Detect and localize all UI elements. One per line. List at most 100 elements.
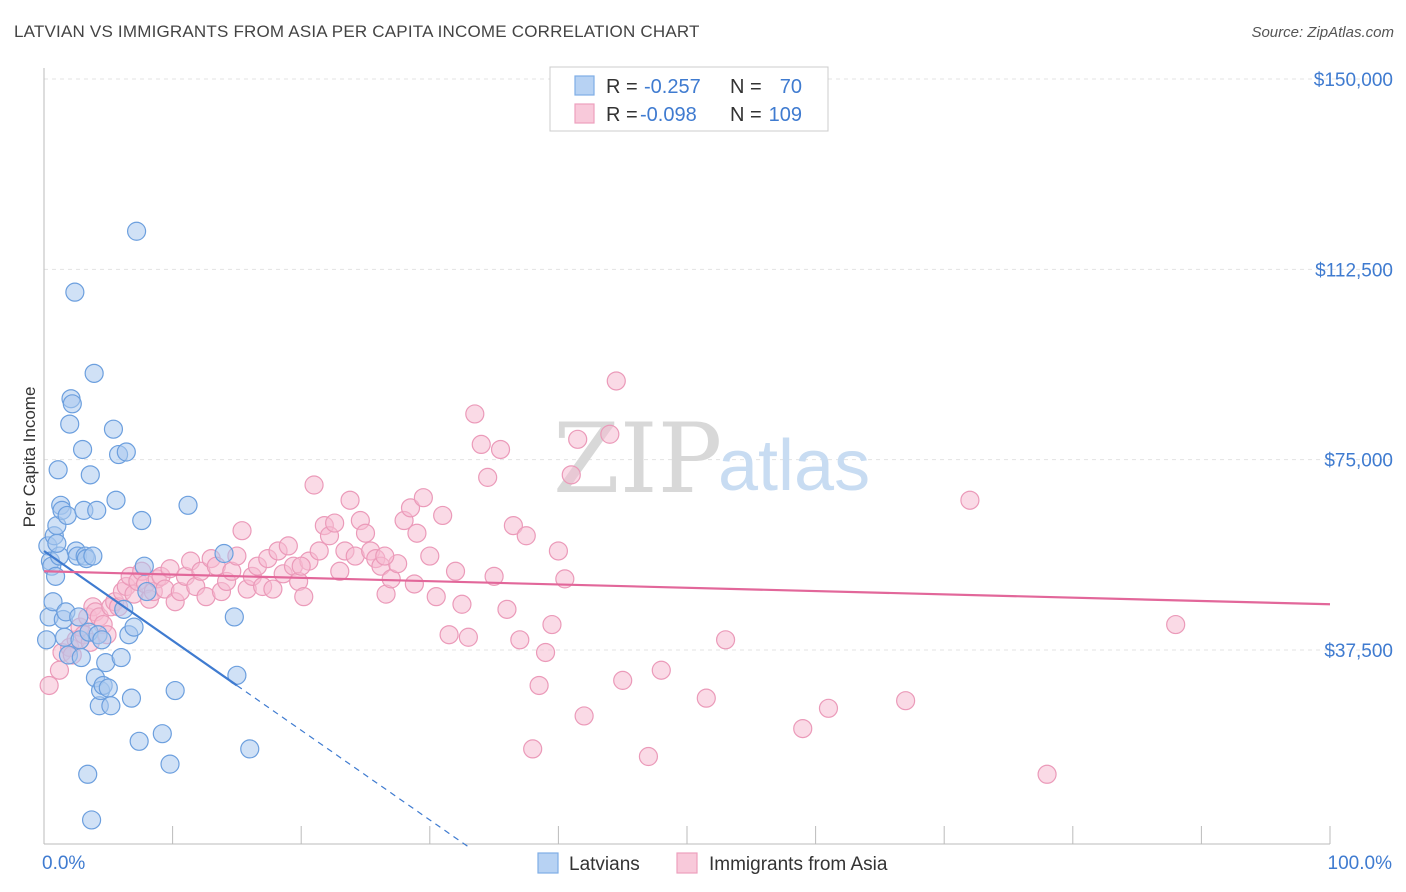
point-immigrants-50 bbox=[263, 579, 283, 599]
point-immigrants-112 bbox=[960, 490, 980, 510]
point-latvians-53 bbox=[121, 688, 142, 708]
point-latvians-19 bbox=[62, 394, 82, 414]
stats-legend: R = -0.257 N = 70 R = -0.098 N = 109 bbox=[549, 66, 829, 132]
point-latvians-8 bbox=[48, 460, 68, 480]
point-latvians-47 bbox=[106, 490, 126, 510]
point-immigrants-116 bbox=[404, 574, 424, 594]
point-immigrants-76 bbox=[400, 498, 421, 518]
legend-n-value-2: 109 bbox=[769, 104, 802, 126]
point-latvians-66 bbox=[240, 739, 260, 759]
point-latvians-64 bbox=[214, 543, 234, 564]
bottom-label-immigrants: Immigrants from Asia bbox=[709, 854, 888, 875]
point-immigrants-83 bbox=[445, 561, 466, 581]
point-latvians-45 bbox=[101, 696, 121, 716]
trend-latvians-extension bbox=[236, 684, 469, 848]
point-immigrants-91 bbox=[497, 599, 517, 619]
point-latvians-17 bbox=[60, 414, 80, 434]
point-immigrants-56 bbox=[294, 587, 314, 607]
point-latvians-55 bbox=[126, 221, 147, 241]
point-latvians-30 bbox=[78, 764, 98, 784]
point-immigrants-92 bbox=[503, 515, 523, 536]
point-immigrants-53 bbox=[278, 536, 298, 556]
point-immigrants-96 bbox=[529, 675, 549, 696]
point-immigrants-81 bbox=[433, 505, 453, 526]
point-immigrants-87 bbox=[471, 434, 491, 454]
point-latvians-57 bbox=[132, 510, 152, 531]
point-latvians-63 bbox=[178, 495, 198, 515]
y-tick-label-1: $75,000 bbox=[1324, 451, 1393, 472]
grid-lines bbox=[44, 78, 1395, 651]
point-latvians-15 bbox=[57, 505, 77, 526]
point-immigrants-62 bbox=[325, 513, 345, 533]
legend-swatch-immigrants bbox=[574, 103, 595, 124]
series-immigrants-from-asia bbox=[39, 371, 1186, 784]
trend-immigrants bbox=[43, 570, 1331, 606]
point-latvians-61 bbox=[160, 754, 180, 774]
point-immigrants-100 bbox=[555, 569, 575, 589]
point-immigrants-98 bbox=[542, 614, 562, 635]
series-legend: Latvians Immigrants from Asia bbox=[537, 852, 888, 875]
watermark-atlas: atlas bbox=[718, 426, 870, 506]
point-latvians-23 bbox=[69, 607, 89, 627]
point-immigrants-90 bbox=[490, 439, 511, 460]
legend-r-label-2: R = bbox=[606, 104, 638, 126]
point-latvians-51 bbox=[116, 442, 136, 462]
point-immigrants-115 bbox=[375, 546, 395, 566]
point-immigrants-63 bbox=[330, 561, 350, 581]
point-immigrants-80 bbox=[426, 587, 446, 607]
point-latvians-34 bbox=[83, 546, 103, 566]
point-immigrants-99 bbox=[548, 541, 569, 561]
point-latvians-68 bbox=[36, 630, 57, 650]
point-latvians-46 bbox=[103, 419, 124, 439]
point-latvians-44 bbox=[98, 678, 118, 698]
bottom-label-latvians: Latvians bbox=[569, 854, 640, 875]
watermark-zip: ZIP bbox=[553, 403, 722, 515]
y-tick-label-3: $150,000 bbox=[1314, 70, 1393, 91]
trend-lines bbox=[43, 550, 1331, 848]
chart-source: Source: ZipAtlas.com bbox=[1251, 24, 1394, 41]
trend-latvians bbox=[43, 550, 238, 687]
point-latvians-58 bbox=[134, 556, 154, 576]
point-immigrants-111 bbox=[896, 691, 916, 711]
chart-title: LATVIAN VS IMMIGRANTS FROM ASIA PER CAPI… bbox=[14, 22, 700, 41]
point-latvians-60 bbox=[152, 724, 172, 744]
point-latvians-5 bbox=[43, 592, 63, 612]
y-tick-labels: $37,500 $75,000 $112,500 $150,000 bbox=[1314, 70, 1393, 662]
legend-n-label-1: N = bbox=[730, 76, 762, 98]
point-immigrants-68 bbox=[355, 523, 376, 543]
point-immigrants-95 bbox=[523, 739, 543, 759]
point-immigrants-105 bbox=[613, 670, 633, 690]
point-latvians-69 bbox=[47, 533, 67, 553]
point-immigrants-78 bbox=[413, 488, 433, 508]
point-latvians-49 bbox=[111, 647, 131, 668]
point-immigrants-110 bbox=[818, 698, 839, 718]
point-latvians-41 bbox=[92, 630, 112, 650]
legend-n-label-2: N = bbox=[730, 104, 762, 126]
point-immigrants-93 bbox=[510, 630, 530, 650]
point-immigrants-77 bbox=[407, 523, 427, 543]
point-immigrants-104 bbox=[600, 424, 620, 444]
point-immigrants-30 bbox=[160, 559, 180, 579]
point-immigrants-85 bbox=[458, 627, 478, 647]
point-immigrants-114 bbox=[1166, 614, 1186, 635]
point-immigrants-107 bbox=[651, 660, 671, 680]
point-latvians-6 bbox=[45, 566, 66, 586]
point-immigrants-113 bbox=[1037, 764, 1057, 784]
point-latvians-62 bbox=[165, 680, 185, 701]
point-immigrants-108 bbox=[715, 630, 736, 650]
point-immigrants-79 bbox=[420, 546, 440, 566]
point-immigrants-103 bbox=[574, 706, 594, 726]
point-latvians-67 bbox=[224, 607, 244, 627]
legend-n-value-1: 70 bbox=[780, 76, 802, 98]
point-immigrants-0 bbox=[39, 675, 59, 696]
series-latvians bbox=[36, 221, 260, 830]
point-immigrants-97 bbox=[535, 642, 556, 663]
point-immigrants-101 bbox=[561, 465, 581, 485]
point-latvians-54 bbox=[124, 617, 144, 637]
bottom-swatch-immigrants bbox=[676, 852, 698, 874]
y-tick-label-0: $37,500 bbox=[1324, 641, 1393, 662]
point-latvians-59 bbox=[137, 581, 157, 602]
point-immigrants-44 bbox=[232, 521, 252, 541]
point-latvians-26 bbox=[72, 439, 93, 460]
